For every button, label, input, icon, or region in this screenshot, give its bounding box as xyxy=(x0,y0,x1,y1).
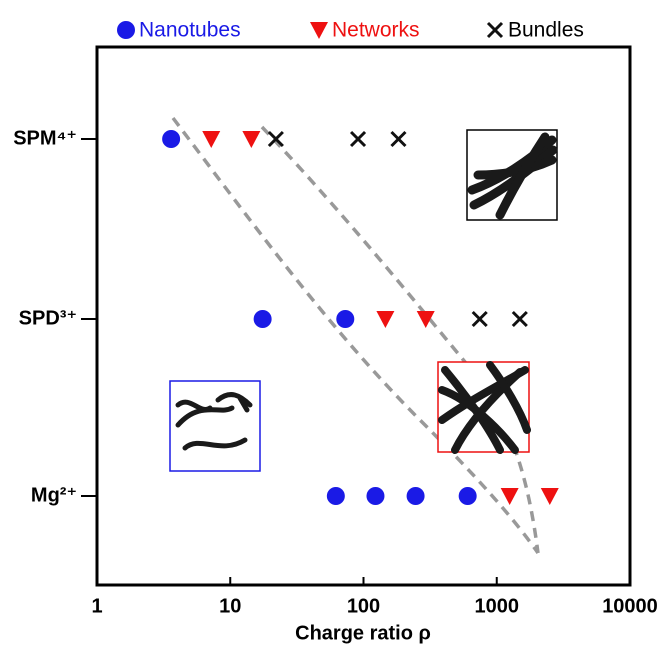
point xyxy=(366,487,384,505)
point xyxy=(513,312,527,326)
point xyxy=(391,132,405,146)
legend-label: Nanotubes xyxy=(139,19,241,42)
point xyxy=(459,487,477,505)
point xyxy=(376,311,394,328)
legend-marker xyxy=(310,22,328,39)
x-tick-label: 100 xyxy=(347,595,380,617)
point xyxy=(473,312,487,326)
point xyxy=(336,310,354,328)
point xyxy=(501,488,519,505)
point xyxy=(407,487,425,505)
point xyxy=(541,488,559,505)
nanotubes-inset xyxy=(170,381,260,471)
legend-label: Bundles xyxy=(508,19,584,42)
y-tick-label: Mg²⁺ xyxy=(31,484,77,506)
point xyxy=(202,131,220,148)
point xyxy=(351,132,365,146)
chart: Charge ratio ρ 1 10 100 1000 10000 SPM⁴⁺ SPD³⁺… xyxy=(0,0,670,650)
legend-marker xyxy=(117,21,135,39)
point xyxy=(327,487,345,505)
x-tick-label: 10 xyxy=(219,595,241,617)
legend-label: Networks xyxy=(332,19,420,42)
y-tick-label: SPM⁴⁺ xyxy=(13,127,77,149)
legend-marker xyxy=(488,23,502,37)
y-tick-label: SPD³⁺ xyxy=(19,307,77,329)
x-tick-label: 1000 xyxy=(475,595,520,617)
x-tick-label: 1 xyxy=(91,595,102,617)
bundles-inset xyxy=(467,130,557,220)
point xyxy=(242,131,260,148)
point xyxy=(254,310,272,328)
networks-inset xyxy=(438,362,529,452)
point xyxy=(162,130,180,148)
x-axis-title: Charge ratio ρ xyxy=(295,622,431,644)
x-tick-label: 10000 xyxy=(602,595,658,617)
